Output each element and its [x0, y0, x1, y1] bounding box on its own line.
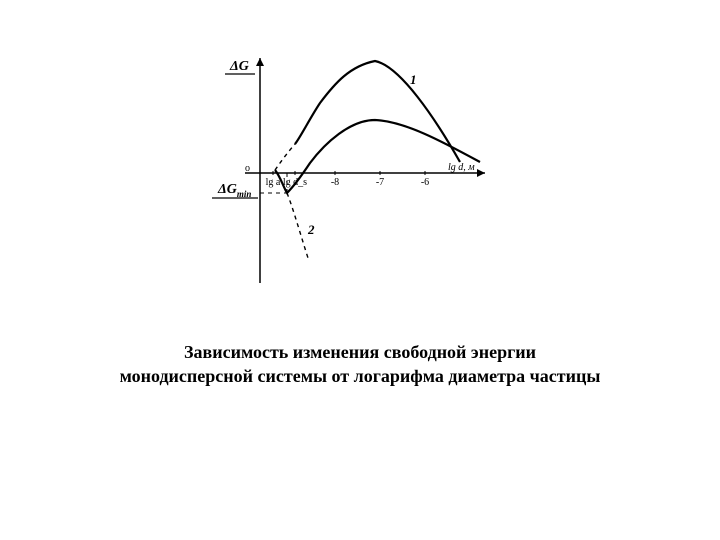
caption-line-2: монодисперсной системы от логарифма диам… — [120, 366, 601, 386]
svg-text:lg a: lg a — [266, 177, 281, 188]
figure-caption: Зависимость изменения свободной энергии … — [0, 340, 720, 389]
svg-text:o: o — [245, 163, 250, 174]
svg-text:ΔG: ΔG — [229, 59, 249, 74]
page: ΔGΔGminolg alg d_s-8-7-6lg d, м12 Зависи… — [0, 0, 720, 540]
svg-text:ΔGmin: ΔGmin — [217, 182, 251, 199]
svg-text:1: 1 — [410, 72, 417, 87]
svg-text:-8: -8 — [331, 177, 339, 188]
svg-text:lg d, м: lg d, м — [448, 162, 475, 173]
svg-text:-6: -6 — [421, 177, 429, 188]
caption-line-1: Зависимость изменения свободной энергии — [184, 342, 536, 362]
free-energy-chart: ΔGΔGminolg alg d_s-8-7-6lg d, м12 — [200, 58, 500, 288]
svg-text:2: 2 — [307, 222, 315, 237]
svg-text:-7: -7 — [376, 177, 384, 188]
chart-container: ΔGΔGminolg alg d_s-8-7-6lg d, м12 — [200, 58, 500, 288]
